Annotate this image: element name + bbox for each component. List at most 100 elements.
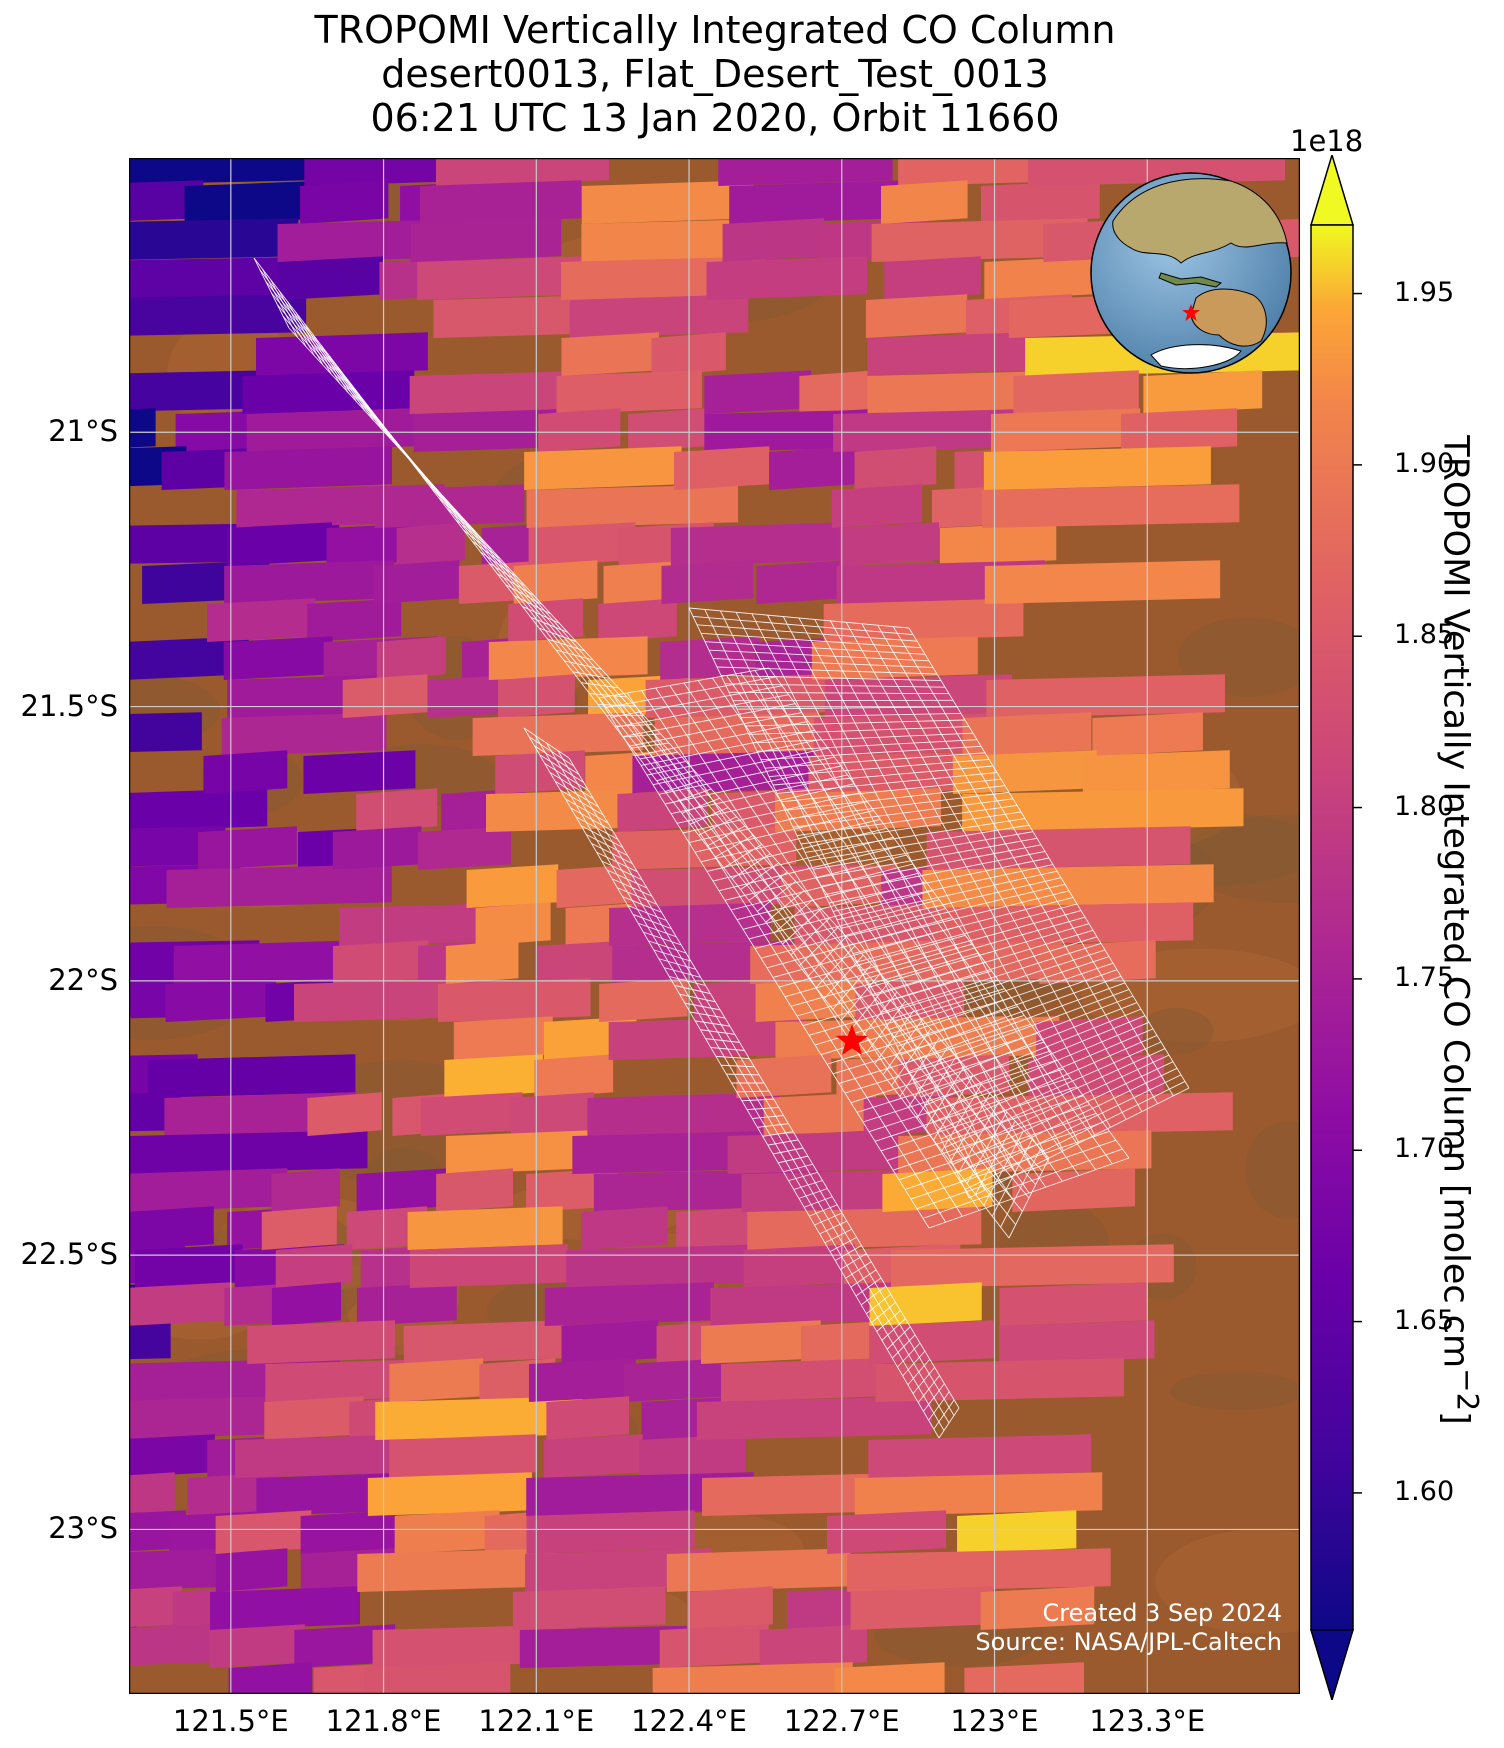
co-pixel: [660, 636, 760, 680]
co-pixel: [420, 180, 582, 224]
longitude-tick-label: 121.8°E: [325, 1704, 442, 1738]
co-pixel: [952, 750, 1097, 794]
co-pixel: [759, 1624, 868, 1668]
co-pixel: [275, 1244, 353, 1288]
co-pixel: [247, 1320, 395, 1364]
co-pixel: [407, 1206, 563, 1250]
map-gridlines: [129, 158, 1300, 1694]
co-pixel: [962, 788, 1244, 832]
co-pixel: [271, 1168, 340, 1212]
co-pixel: [210, 1586, 360, 1630]
colorbar-tick-label: 1.65: [1394, 1304, 1455, 1336]
co-pixel: [526, 1472, 754, 1516]
co-pixel: [1012, 1168, 1136, 1212]
australia-landmass: [1190, 288, 1267, 347]
co-pixel: [824, 674, 1013, 718]
co-pixel: [511, 1092, 594, 1136]
co-pixel: [129, 1320, 171, 1360]
co-pixel: [701, 1320, 821, 1364]
co-pixel: [129, 408, 156, 448]
co-pixel: [569, 294, 749, 338]
co-pixel: [356, 1282, 457, 1326]
co-pixel: [623, 1358, 728, 1402]
co-pixel: [939, 522, 1057, 566]
co-pixel: [654, 712, 819, 756]
co-pixel: [661, 560, 754, 604]
co-pixel: [526, 1510, 695, 1554]
colorbar-extend-bottom: [1310, 1629, 1355, 1700]
longitude-tick-label: 121.5°E: [172, 1704, 289, 1738]
co-pixel: [854, 1472, 1103, 1516]
co-pixel: [271, 1282, 342, 1326]
co-pixel: [890, 1244, 1174, 1288]
longitude-tick-label: 123.3°E: [1089, 1704, 1206, 1738]
co-pixel: [389, 1358, 484, 1402]
co-pixel: [444, 1054, 543, 1098]
co-pixel: [599, 978, 688, 1022]
co-pixel: [223, 636, 333, 680]
co-pixel: [224, 446, 392, 490]
co-pixel: [129, 636, 249, 680]
co-pixel: [1013, 370, 1139, 414]
co-pixel: [453, 1016, 553, 1060]
sounding-footprints: [253, 257, 1190, 1439]
co-pixel: [224, 560, 395, 604]
chart-title-line-1: TROPOMI Vertically Integrated CO Column: [314, 8, 1116, 52]
co-pixel: [983, 446, 1211, 490]
co-pixel: [436, 1168, 513, 1212]
co-pixel: [718, 158, 893, 186]
co-pixel: [129, 1396, 272, 1439]
co-pixel: [670, 522, 844, 566]
terrain-patch: [1244, 1121, 1300, 1219]
colorbar-tick-label: 1.80: [1394, 790, 1455, 822]
co-pixel: [696, 1396, 933, 1440]
co-pixel: [617, 788, 707, 832]
co-pixel: [1039, 940, 1156, 984]
co-pixel: [922, 864, 1214, 908]
co-pixel: [466, 864, 559, 908]
co-pixel: [221, 712, 387, 756]
co-pixel: [279, 256, 384, 300]
co-pixel: [129, 1472, 175, 1514]
co-pixel: [300, 1510, 396, 1554]
co-pixel: [869, 1282, 982, 1326]
co-pixel: [417, 256, 586, 300]
co-pixel: [847, 1548, 1111, 1592]
co-pixel: [235, 1434, 411, 1478]
co-pixel: [394, 1510, 500, 1554]
co-pixel: [1028, 1054, 1165, 1098]
footprint-mesh-west: [253, 257, 1050, 1239]
co-pixel: [747, 1206, 982, 1250]
co-pixel: [652, 1662, 853, 1694]
co-pixel: [999, 1282, 1148, 1326]
co-pixel: [587, 1092, 780, 1136]
co-pixel: [129, 712, 202, 752]
co-pixel: [346, 1206, 428, 1250]
co-pixel-layer: [129, 158, 1300, 1694]
latitude-tick-label: 22°S: [48, 962, 118, 997]
co-pixel: [357, 1548, 557, 1592]
co-pixel: [763, 1092, 877, 1136]
co-pixel: [581, 1206, 668, 1250]
co-pixel: [990, 408, 1141, 452]
co-pixel: [445, 940, 519, 984]
co-pixel: [609, 902, 771, 946]
co-pixel: [129, 370, 274, 412]
co-pixel: [581, 180, 754, 224]
antarctica-landmass: [1150, 344, 1242, 369]
co-pixel: [528, 522, 636, 566]
co-pixel: [303, 750, 416, 794]
co-pixel: [674, 446, 770, 490]
footprint-mesh-south: [523, 727, 960, 1439]
co-pixel: [986, 674, 1225, 718]
latitude-tick-label: 21°S: [48, 414, 118, 449]
terrain-patch: [1138, 1007, 1214, 1055]
co-pixel: [880, 180, 968, 224]
co-pixel: [129, 218, 299, 260]
co-pixel: [246, 408, 416, 452]
co-pixel: [561, 1320, 659, 1364]
co-pixel: [932, 902, 1194, 946]
co-pixel: [608, 1016, 807, 1060]
co-pixel: [1082, 750, 1230, 794]
co-pixel: [868, 1434, 1092, 1478]
